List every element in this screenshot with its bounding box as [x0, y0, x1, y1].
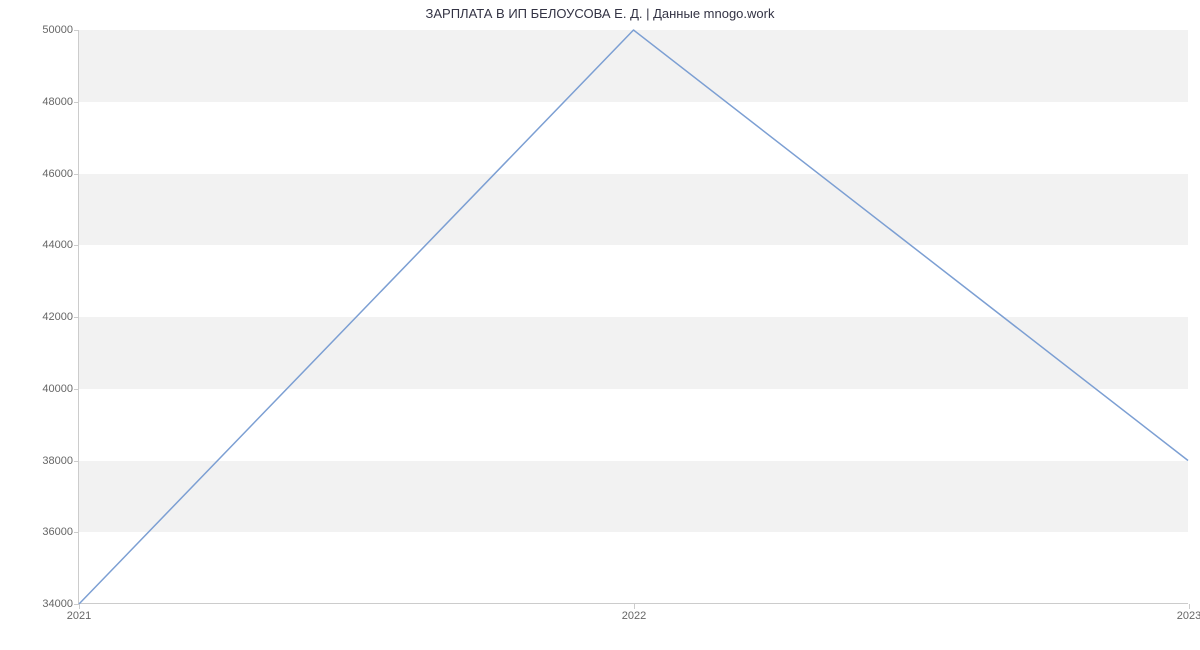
y-tick-mark	[74, 461, 79, 462]
y-tick-mark	[74, 30, 79, 31]
series-line	[79, 30, 1188, 604]
x-tick-mark	[1189, 604, 1190, 609]
salary-line-chart: ЗАРПЛАТА В ИП БЕЛОУСОВА Е. Д. | Данные m…	[0, 0, 1200, 650]
x-tick-mark	[634, 604, 635, 609]
y-tick-mark	[74, 174, 79, 175]
y-tick-mark	[74, 245, 79, 246]
y-tick-mark	[74, 317, 79, 318]
chart-title: ЗАРПЛАТА В ИП БЕЛОУСОВА Е. Д. | Данные m…	[0, 6, 1200, 21]
line-series-svg	[79, 30, 1188, 604]
y-tick-mark	[74, 532, 79, 533]
y-tick-mark	[74, 102, 79, 103]
plot-area: 3400036000380004000042000440004600048000…	[78, 30, 1188, 604]
x-tick-mark	[79, 604, 80, 609]
y-tick-mark	[74, 389, 79, 390]
